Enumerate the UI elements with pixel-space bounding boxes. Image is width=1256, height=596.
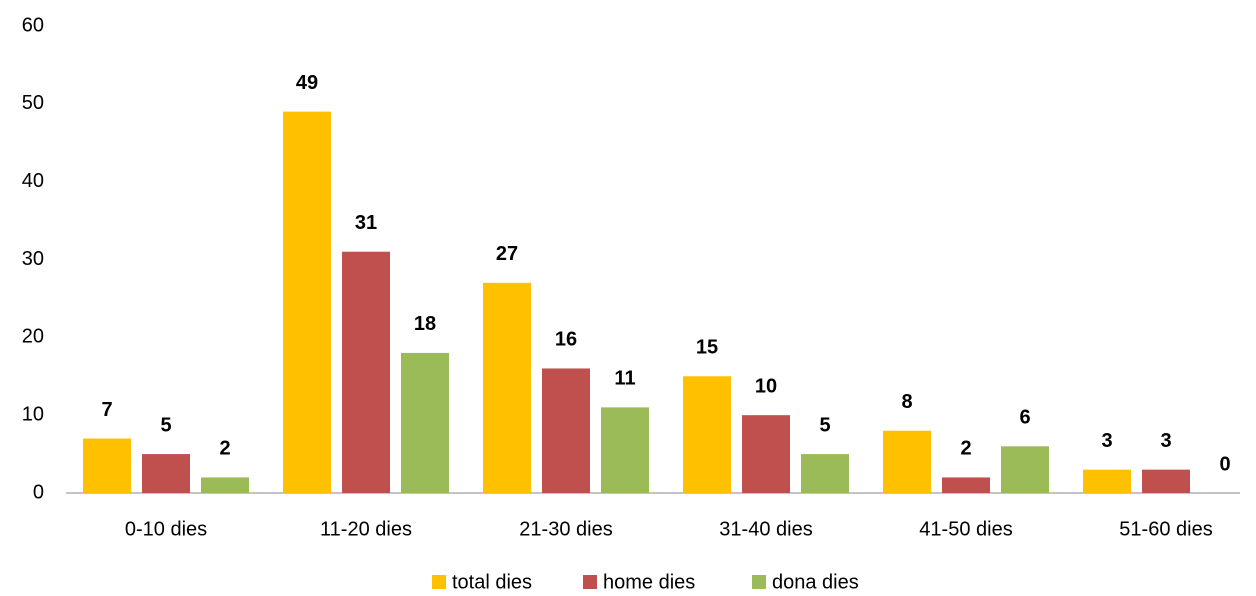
x-tick-label: 31-40 dies	[719, 518, 812, 540]
value-label: 3	[1160, 430, 1171, 452]
legend-label: total dies	[452, 571, 532, 593]
y-tick-label: 30	[22, 248, 44, 270]
value-label: 16	[555, 329, 577, 351]
legend-label: home dies	[603, 571, 695, 593]
value-label: 11	[614, 368, 635, 390]
value-label: 6	[1019, 407, 1030, 429]
bar	[342, 251, 390, 493]
bar	[201, 477, 249, 493]
value-label: 5	[160, 414, 171, 436]
x-tick-label: 21-30 dies	[519, 518, 612, 540]
bar	[601, 407, 649, 493]
y-tick-label: 10	[22, 403, 44, 425]
legend-swatch	[432, 575, 446, 589]
value-label: 8	[901, 391, 912, 413]
bar	[942, 477, 990, 493]
value-label: 5	[819, 414, 830, 436]
bar	[483, 282, 531, 493]
x-tick-label: 41-50 dies	[919, 518, 1012, 540]
x-tick-label: 51-60 dies	[1119, 518, 1212, 540]
y-tick-label: 20	[22, 326, 44, 348]
bar	[283, 111, 331, 493]
bar	[1142, 469, 1190, 493]
bar	[83, 438, 131, 493]
value-label: 18	[414, 313, 436, 335]
bar	[142, 454, 190, 493]
value-label: 27	[496, 243, 518, 265]
x-tick-label: 11-20 dies	[320, 518, 412, 540]
value-label: 7	[101, 399, 112, 421]
y-tick-label: 0	[33, 481, 44, 503]
bar	[542, 368, 590, 493]
y-tick-label: 40	[22, 170, 44, 192]
value-label: 31	[355, 212, 377, 234]
y-tick-label: 50	[22, 92, 44, 114]
value-label: 15	[696, 337, 718, 359]
bar	[1083, 469, 1131, 493]
value-label: 3	[1101, 430, 1112, 452]
value-label: 10	[755, 375, 777, 397]
legend-swatch	[752, 575, 766, 589]
legend-label: dona dies	[772, 571, 859, 593]
value-label: 0	[1219, 453, 1230, 475]
legend-swatch	[583, 575, 597, 589]
bar	[742, 415, 790, 493]
y-tick-label: 60	[22, 14, 44, 36]
bar	[883, 430, 931, 493]
bar	[401, 352, 449, 493]
x-tick-label: 0-10 dies	[125, 518, 207, 540]
value-label: 49	[296, 72, 318, 94]
value-label: 2	[960, 438, 971, 460]
bar	[683, 376, 731, 493]
bar	[801, 454, 849, 493]
value-label: 2	[219, 438, 230, 460]
bar	[1001, 446, 1049, 493]
